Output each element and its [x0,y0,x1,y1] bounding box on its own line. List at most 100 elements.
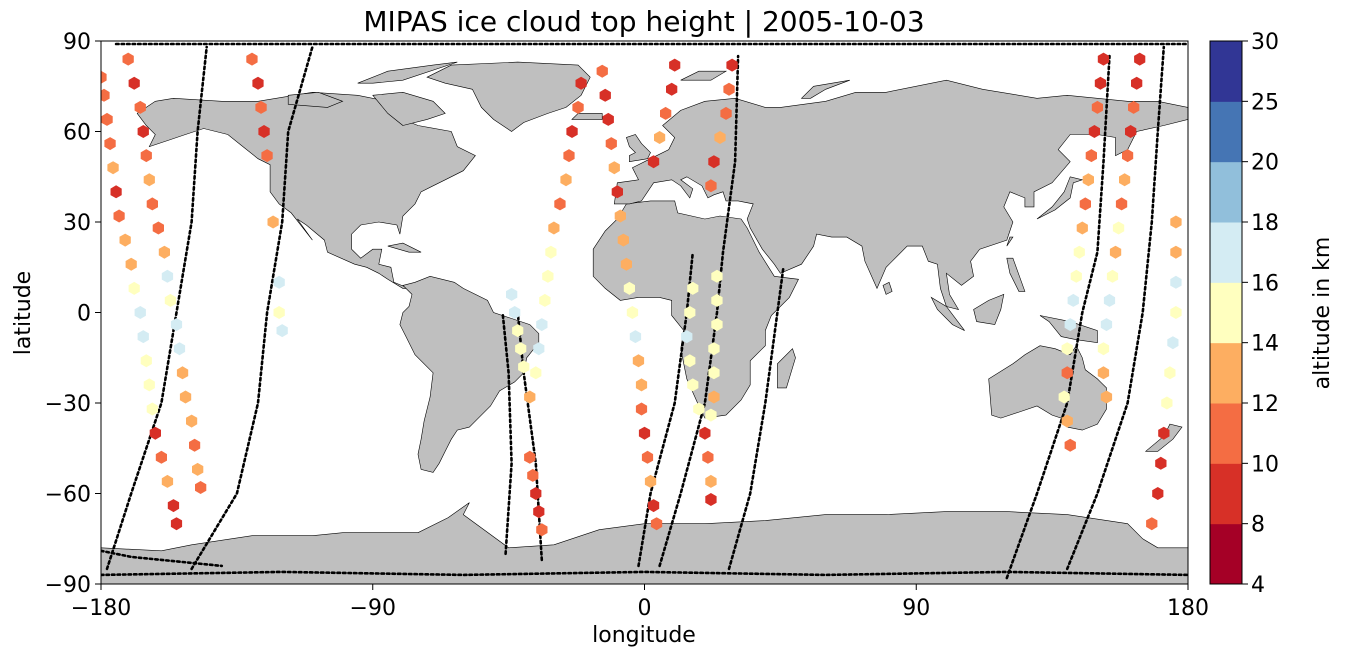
colorbar-tick-label: 4 [1251,573,1265,598]
land-borneo [973,293,1005,325]
colorbar-frame [1209,40,1243,585]
cloud-point [179,390,192,404]
cloud-point [515,342,527,356]
cloud-point [687,378,699,392]
cloud-point [530,487,542,500]
y-tick-label: 0 [77,302,91,327]
cloud-point [539,293,551,307]
cloud-point [614,209,626,223]
cloud-point [1094,76,1107,90]
land-japan [1036,176,1084,220]
cloud-point [1115,197,1128,211]
cloud-point [161,474,174,488]
cloud-point [702,450,714,464]
colorbar-tick-label: 25 [1251,90,1279,115]
cloud-point [654,131,666,144]
cloud-point [1064,318,1076,332]
land-svalbard [680,70,728,81]
cloud-point [1061,366,1073,380]
cloud-point [554,197,566,211]
cloud-point [1170,275,1182,289]
cloud-point [1170,215,1182,229]
cloud-point [101,88,110,102]
land-sri-lanka [882,281,893,295]
land-africa [592,200,799,419]
cloud-point [545,245,557,259]
cloud-point [173,342,186,356]
cloud-point [1100,390,1113,404]
cloud-point [620,257,632,271]
cloud-point [602,112,614,126]
cloud-point [638,426,651,440]
cloud-point [1064,438,1076,452]
cloud-point [1076,221,1088,235]
cloud-point [711,293,723,307]
cloud-point [1088,125,1100,138]
cloud-point [1097,52,1110,66]
cloud-point [641,450,654,464]
cloud-point [660,106,672,120]
cloud-point [560,173,572,187]
y-tick-label: 60 [63,121,91,146]
cloud-point [518,360,530,374]
colorbar-tick-label: 14 [1251,332,1279,357]
cloud-point [669,58,681,72]
cloud-point [705,474,717,488]
colorbar-segment [1210,403,1242,464]
cloud-point [143,378,155,392]
cloud-point [137,125,149,138]
track-line [727,266,785,571]
cloud-point [524,390,536,404]
cloud-point [650,517,663,531]
cloud-point [1158,426,1170,440]
cloud-point [186,414,198,428]
cloud-point [1058,390,1070,404]
cloud-point [635,378,648,392]
cloud-point [548,221,560,235]
cloud-point [1146,517,1158,531]
colorbar-tick-label: 12 [1251,392,1279,417]
y-axis-label: latitude [11,271,36,355]
colorbar-segment [1210,222,1242,283]
colorbar-tick-label: 16 [1251,271,1279,296]
cloud-point [566,125,578,138]
colorbar-tick-label: 18 [1251,211,1279,236]
cloud-point [155,450,167,464]
land-novaya-zemlya [800,79,850,99]
cloud-point [711,269,723,283]
cloud-point [527,468,539,482]
cloud-point [167,499,180,513]
x-axis-label: longitude [592,623,696,648]
track-line [190,45,314,571]
cloud-point [693,402,705,416]
land-cuba [387,242,422,253]
cloud-point [708,366,720,380]
cloud-point [687,281,699,295]
track-line [105,45,208,571]
cloud-point [572,100,584,114]
cloud-point [605,137,617,151]
cloud-point [1152,487,1164,500]
cloud-point [1067,293,1079,307]
cloud-point [536,318,548,332]
cloud-point [101,70,107,84]
cloud-point [1091,100,1103,114]
land-ellesmere [357,61,458,84]
colorbar-segment [1210,101,1242,163]
cloud-point [684,306,696,319]
y-tick-label: −60 [45,483,91,508]
colorbar-segment [1210,342,1242,404]
cloud-point [104,137,116,151]
cloud-point [1079,197,1091,211]
cloud-point [195,481,207,494]
cloud-point [629,330,642,344]
cloud-point [684,354,696,368]
y-tick-label: −30 [45,392,91,417]
cloud-point [146,402,158,416]
cloud-point [666,82,678,96]
cloud-point [1170,245,1182,259]
x-tick-label: −90 [350,596,396,621]
x-axis-ticks: −180 −90 0 90 180 [71,584,1209,621]
land-victoria-is [287,91,344,108]
cloud-point [258,125,270,138]
